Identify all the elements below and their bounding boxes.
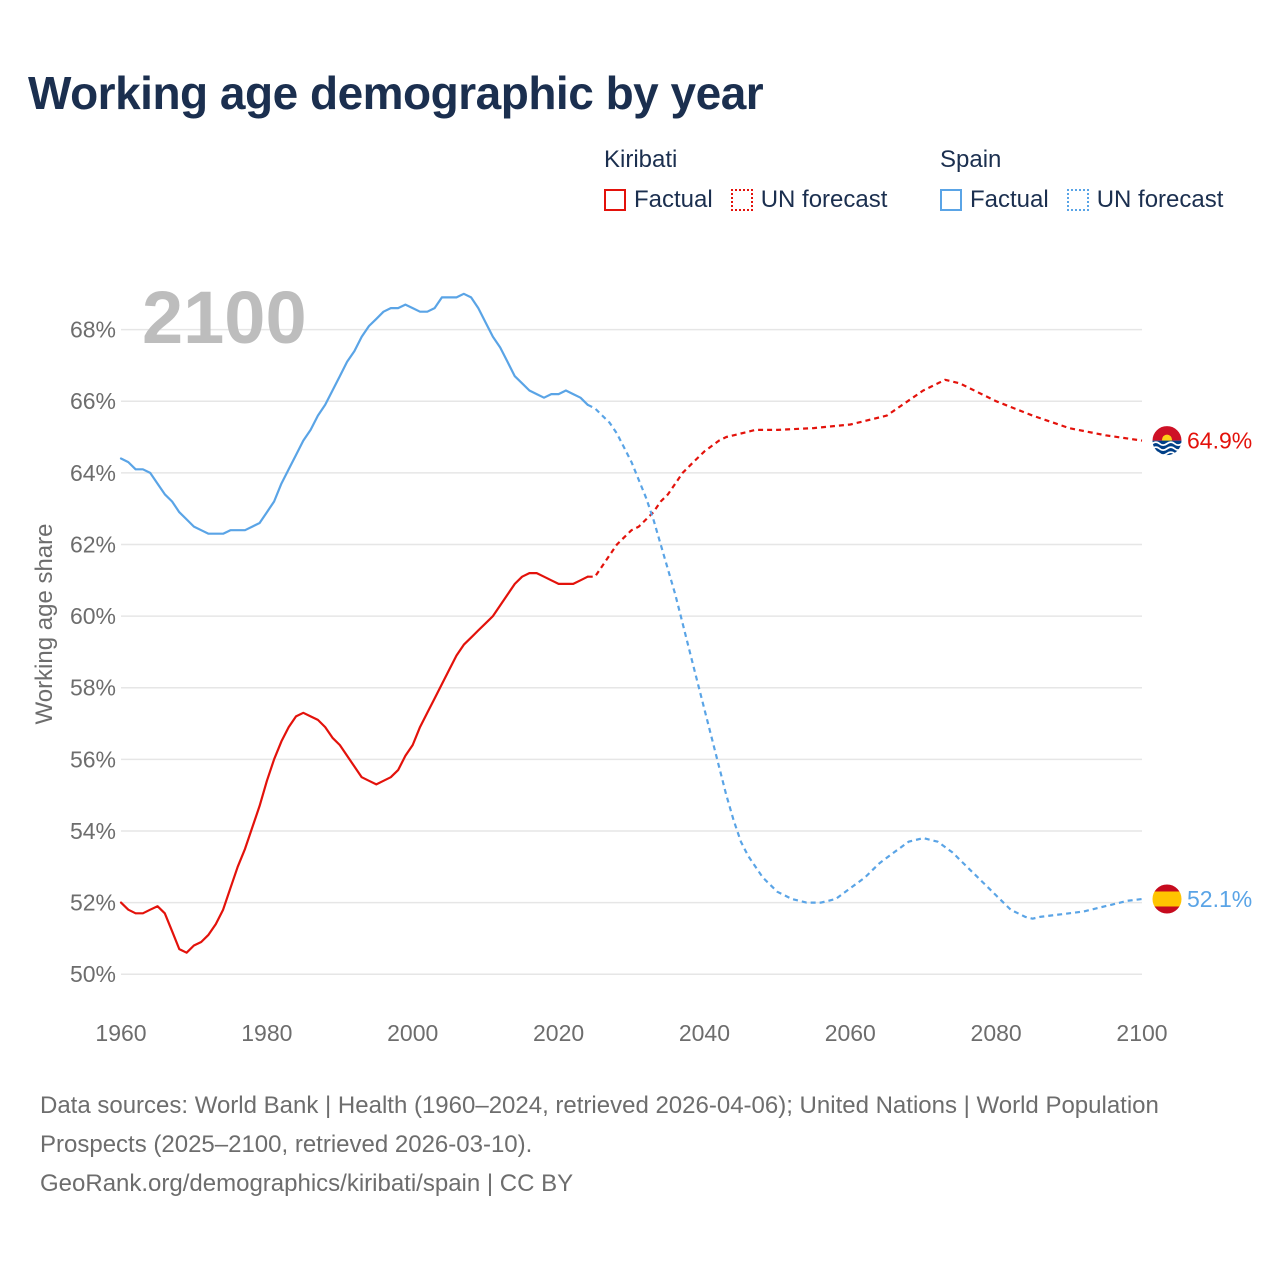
flag-ring [1151, 883, 1183, 915]
y-tick-label: 62% [70, 531, 116, 557]
y-axis-ticks: 50% 52% 54% 56% 58% 60% 62% 64% 66% 68% [70, 317, 116, 988]
flag-ring [1151, 425, 1183, 457]
flag-fill [1152, 425, 1182, 456]
flag-yellow-band [1152, 891, 1182, 907]
y-tick-label: 68% [70, 317, 116, 343]
legend-group-spain: Spain Factual UN forecast [940, 144, 1241, 214]
legend-group-name: Kiribati [604, 146, 678, 173]
x-tick-label: 1980 [241, 1020, 292, 1046]
legend-swatch-solid [940, 189, 962, 211]
flag-wave [1152, 451, 1182, 456]
y-tick-label: 60% [70, 603, 116, 629]
series-line-kiribati-factual [119, 571, 589, 954]
end-value-label: 52.1% [1187, 886, 1252, 912]
series-line-kiribati-forecast [587, 378, 1143, 578]
line-chart: 2100 Working age share 50% 52% 54% 56% 58% 60… [31, 276, 1252, 1046]
y-tick-label: 52% [70, 890, 116, 916]
gridlines [121, 328, 1142, 975]
y-tick-label: 58% [70, 675, 116, 701]
y-tick-label: 56% [70, 746, 116, 772]
legend-item-kiribati-factual[interactable]: Factual [604, 186, 713, 214]
x-tick-label: 2100 [1116, 1020, 1167, 1046]
source-url[interactable]: GeoRank.org/demographics/kiribati/spain … [40, 1170, 574, 1197]
y-tick-label: 50% [70, 961, 116, 987]
x-tick-label: 2040 [679, 1020, 730, 1046]
y-axis-label: Working age share [31, 524, 58, 725]
chart-title: Working age demographic by year [28, 67, 764, 119]
x-tick-label: 1960 [95, 1020, 146, 1046]
flag-red-sky [1152, 425, 1182, 441]
legend-item-spain-forecast[interactable]: UN forecast [1066, 186, 1224, 214]
y-tick-label: 64% [70, 460, 116, 486]
legend-item-label: UN forecast [760, 186, 888, 213]
x-tick-label: 2000 [387, 1020, 438, 1046]
legend-swatch-solid [604, 189, 626, 211]
legend-item-kiribati-forecast[interactable]: UN forecast [730, 186, 888, 214]
end-value-label: 64.9% [1187, 428, 1252, 454]
flag-fill [1152, 883, 1182, 914]
x-axis-ticks: 1960 1980 2000 2020 2040 2060 2080 2100 [95, 1020, 1167, 1046]
legend-item-spain-factual[interactable]: Factual [940, 186, 1049, 214]
year-watermark: 2100 [142, 276, 307, 359]
series-line-spain-forecast [587, 403, 1143, 920]
legend-item-label: Factual [634, 186, 713, 213]
flag-wave [1152, 446, 1182, 452]
kiribati-flag-icon [1151, 425, 1183, 457]
x-tick-label: 2060 [825, 1020, 876, 1046]
data-sources-text: Data sources: World Bank | Health (1960–… [40, 1092, 1159, 1158]
legend-group-name: Spain [940, 146, 1002, 173]
x-tick-label: 2080 [971, 1020, 1022, 1046]
end-markers: 64.9% 52.1% [1151, 425, 1252, 915]
spain-flag-icon [1151, 883, 1183, 915]
legend-swatch-dotted [730, 189, 753, 211]
legend-item-label: UN forecast [1096, 186, 1224, 213]
series-lines [119, 292, 1143, 954]
footer: Data sources: World Bank | Health (1960–… [40, 1086, 1240, 1203]
flag-wave [1152, 441, 1182, 447]
series-line-spain-factual [119, 292, 589, 535]
y-tick-label: 66% [70, 388, 116, 414]
x-tick-label: 2020 [533, 1020, 584, 1046]
legend-swatch-dotted [1066, 189, 1089, 211]
legend-item-label: Factual [970, 186, 1049, 213]
y-tick-label: 54% [70, 818, 116, 844]
legend-group-kiribati: Kiribati Factual UN forecast [604, 144, 905, 214]
